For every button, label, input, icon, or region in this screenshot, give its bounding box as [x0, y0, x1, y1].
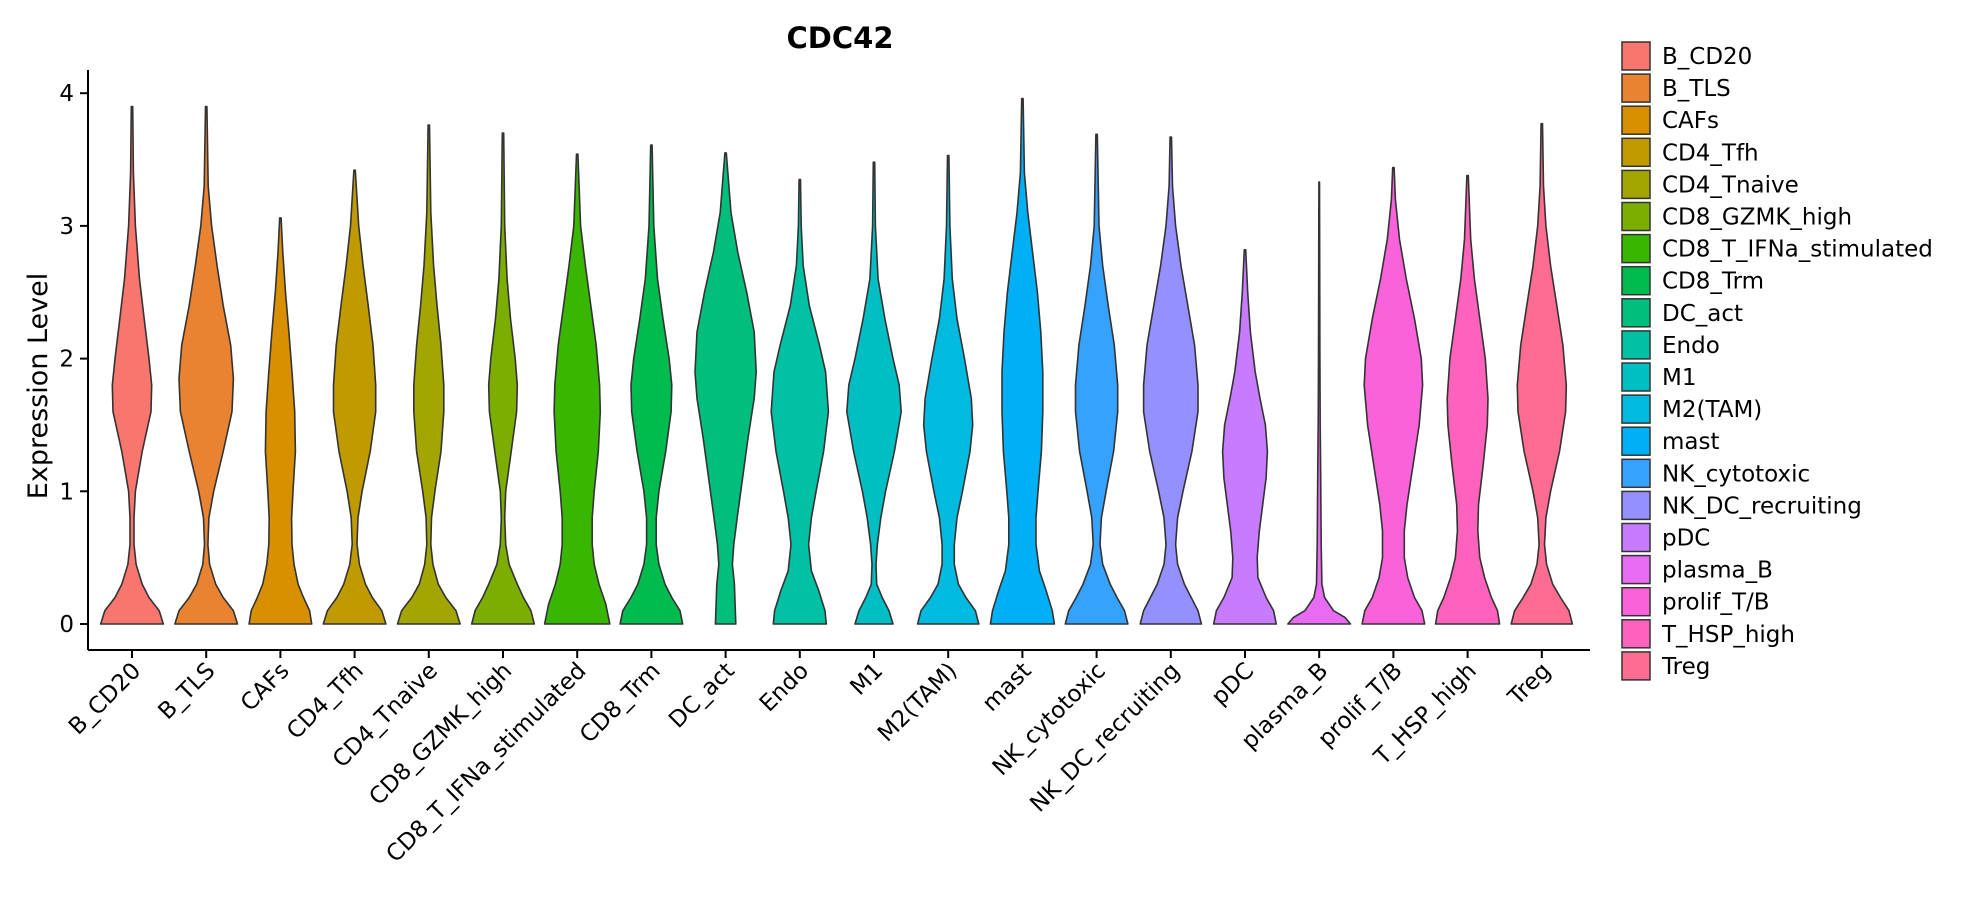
violin-mast	[989, 97, 1056, 625]
legend-label: M1	[1662, 365, 1696, 391]
violin-plasma_B	[1287, 181, 1352, 625]
violin-NK_DC_recruiting	[1139, 136, 1203, 625]
violin-prolif_T/B	[1361, 166, 1426, 625]
violin-Endo	[770, 178, 830, 625]
legend-label: DC_act	[1662, 301, 1743, 327]
x-tick-label: B_TLS	[153, 658, 220, 725]
legend-swatch	[1621, 458, 1651, 489]
violin-B_TLS	[174, 105, 239, 625]
legend-label: CAFs	[1662, 108, 1719, 134]
violin-CD4_Tfh	[322, 169, 387, 625]
x-ticks: B_CD20 B_TLS CAFsCD4_TfhCD4_TnaiveCD8_GZMK…	[64, 650, 1556, 868]
legend-swatch	[1621, 169, 1651, 200]
legend-label: T_HSP_high	[1661, 622, 1795, 648]
legend-label: pDC	[1662, 526, 1710, 552]
x-tick-label: CD8_Trm	[575, 658, 666, 749]
legend-label: CD4_Tfh	[1662, 140, 1759, 166]
y-ticks: 0 1 2 3 4	[59, 81, 88, 638]
legend-swatch	[1621, 105, 1651, 135]
legend-label: M2(TAM)	[1662, 397, 1762, 423]
violin-Treg	[1510, 122, 1574, 625]
legend-label: B_TLS	[1662, 76, 1731, 102]
x-tick-label: M1	[845, 658, 888, 701]
violin-M1	[846, 161, 902, 625]
x-tick-label: M2(TAM)	[873, 658, 962, 747]
legend-label: CD8_T_IFNa_stimulated	[1662, 237, 1933, 263]
legend-swatch	[1621, 265, 1651, 296]
legend-label: CD8_Trm	[1662, 269, 1764, 295]
legend-swatch	[1621, 362, 1651, 392]
legend-swatch	[1621, 201, 1651, 232]
x-tick-label: mast	[978, 658, 1037, 717]
legend-label: NK_DC_recruiting	[1662, 493, 1862, 519]
x-tick-label: CD8_GZMK_high	[364, 658, 517, 811]
legend-swatch	[1621, 586, 1651, 617]
legend-label: plasma_B	[1662, 558, 1773, 584]
x-tick-label: Treg	[1503, 658, 1556, 711]
violin-B_CD20	[99, 105, 165, 625]
violin-CD8_Trm	[619, 144, 684, 625]
legend: B_CD20 B_TLS CAFs CD4_Tfh CD4_Tnaive CD8_GZMK…	[1621, 41, 1933, 681]
x-tick-label: Endo	[755, 658, 814, 717]
legend-swatch	[1621, 522, 1651, 553]
violin-NK_cytotoxic	[1064, 133, 1129, 625]
legend-swatch	[1621, 394, 1651, 424]
legend-swatch	[1621, 426, 1651, 456]
axes	[87, 70, 1590, 651]
y-tick-label: 4	[59, 81, 74, 107]
x-tick-label: pDC	[1207, 658, 1260, 711]
violin-CD8_GZMK_high	[470, 132, 536, 625]
legend-label: B_CD20	[1662, 44, 1752, 70]
violin-CD8_T_IFNa_stimulated	[543, 153, 611, 625]
legend-swatch	[1621, 651, 1651, 681]
legend-label: CD8_GZMK_high	[1662, 205, 1852, 231]
x-tick-label: DC_act	[664, 658, 740, 734]
legend-swatch	[1621, 619, 1651, 649]
legend-swatch	[1621, 41, 1651, 71]
legend-label: CD4_Tnaive	[1662, 172, 1799, 198]
legend-label: Treg	[1661, 654, 1710, 680]
legend-label: Endo	[1662, 333, 1720, 359]
legend-swatch	[1621, 137, 1651, 168]
violin-CD4_Tnaive	[396, 124, 461, 625]
legend-swatch	[1621, 554, 1651, 585]
x-tick-label: CAFs	[236, 658, 295, 717]
violin-CAFs	[248, 217, 313, 625]
x-tick-label: B_CD20	[64, 658, 146, 740]
violin-group	[99, 97, 1574, 625]
violin-M2(TAM)	[916, 154, 980, 625]
violin-T_HSP_high	[1434, 174, 1501, 625]
y-tick-label: 2	[59, 347, 74, 373]
legend-label: prolif_T/B	[1662, 590, 1770, 616]
legend-label: NK_cytotoxic	[1662, 461, 1810, 487]
legend-label: mast	[1662, 429, 1720, 455]
violin-pDC	[1212, 249, 1278, 625]
legend-swatch	[1621, 298, 1651, 328]
y-axis-title: Expression Level	[23, 273, 54, 499]
legend-swatch	[1621, 233, 1651, 264]
legend-swatch	[1621, 330, 1651, 360]
y-tick-label: 1	[59, 479, 74, 505]
violin-DC_act	[694, 152, 757, 625]
y-tick-label: 0	[59, 612, 74, 638]
legend-swatch	[1621, 490, 1651, 521]
chart-title: CDC42	[787, 21, 894, 55]
y-tick-label: 3	[59, 214, 74, 240]
legend-swatch	[1621, 73, 1651, 103]
